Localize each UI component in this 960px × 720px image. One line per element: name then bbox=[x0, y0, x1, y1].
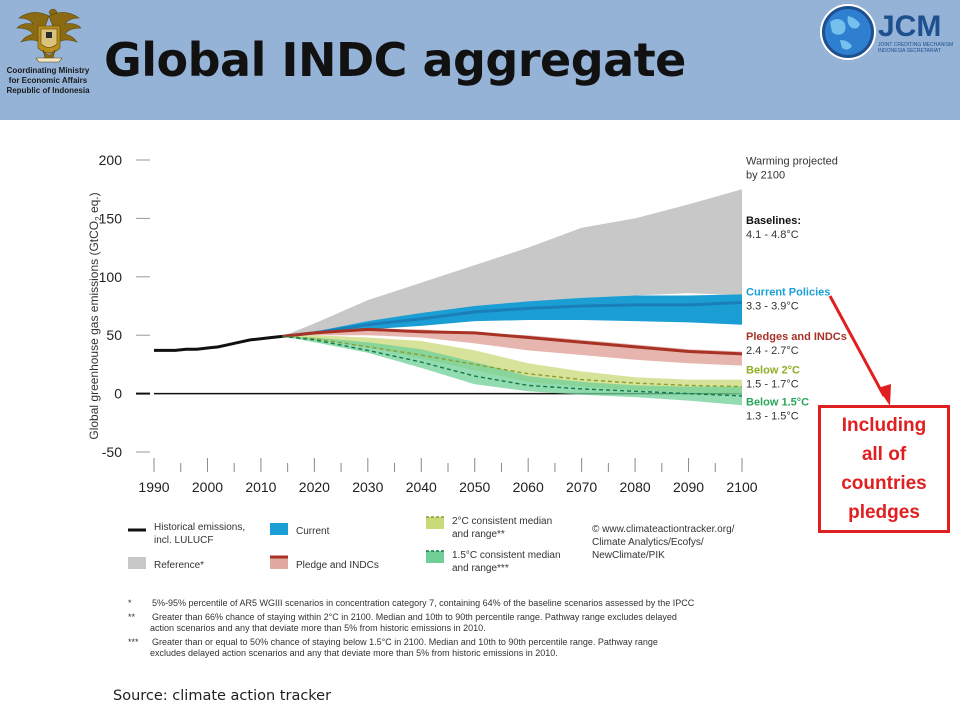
x-tick-label: 2000 bbox=[192, 479, 223, 495]
line-below2_median bbox=[282, 335, 743, 388]
legend-swatch bbox=[270, 557, 288, 569]
legend-swatch bbox=[270, 523, 288, 535]
y-tick-label: 150 bbox=[99, 210, 123, 226]
jcm-logo-subtitle: INDONESIA SECRETARIAT bbox=[878, 48, 941, 54]
x-tick-label: 2070 bbox=[566, 479, 597, 495]
right-label-range: by 2100 bbox=[746, 170, 785, 182]
footnote-marker: * bbox=[128, 598, 132, 608]
x-tick-label: 2090 bbox=[673, 479, 704, 495]
ministry-caption-line: Republic of Indonesia bbox=[6, 86, 90, 95]
footnote-text: 5%-95% percentile of AR5 WGIII scenarios… bbox=[152, 598, 695, 608]
footnote-text: Greater than 66% chance of staying withi… bbox=[152, 612, 677, 622]
right-label-title: Below 2°C bbox=[746, 365, 800, 377]
y-axis-label-part: eq.) bbox=[87, 192, 101, 216]
y-tick-label: 50 bbox=[106, 327, 122, 343]
legend-label: Current bbox=[296, 526, 330, 537]
footnote-text: action scenarios and any that deviate mo… bbox=[150, 623, 486, 633]
band-below15 bbox=[282, 336, 742, 406]
jcm-logo-text: JCM bbox=[878, 10, 941, 43]
credit-text: NewClimate/PIK bbox=[592, 550, 665, 561]
callout-line: all of bbox=[861, 444, 907, 465]
right-label-range: 1.5 - 1.7°C bbox=[746, 379, 799, 391]
legend-label: and range*** bbox=[452, 563, 509, 574]
legend-label: 1.5°C consistent median bbox=[452, 550, 561, 561]
band-pledges bbox=[282, 329, 742, 366]
band-reference bbox=[282, 189, 742, 337]
credit-text: Climate Analytics/Ecofys/ bbox=[592, 537, 704, 548]
callout-arrow-icon bbox=[828, 295, 891, 406]
y-tick-label: -50 bbox=[102, 444, 122, 460]
line-below15_median bbox=[282, 335, 743, 397]
slide-header: Coordinating Ministry for Economic Affai… bbox=[0, 0, 960, 120]
garuda-emblem-icon bbox=[16, 8, 82, 63]
legend-label: 2°C consistent median bbox=[452, 516, 552, 527]
legend-label: Pledge and INDCs bbox=[296, 560, 379, 571]
x-tick-label: 2100 bbox=[726, 479, 757, 495]
footnote-text: excludes delayed action scenarios and an… bbox=[150, 648, 558, 658]
x-tick-label: 2050 bbox=[459, 479, 490, 495]
page-title: Global INDC aggregate bbox=[104, 33, 686, 87]
jcm-logo: JCM JOINT CREDITING MECHANISM INDONESIA … bbox=[820, 4, 953, 60]
x-tick-label: 2080 bbox=[620, 479, 651, 495]
right-label-title: Current Policies bbox=[746, 286, 830, 298]
ministry-caption: Coordinating Ministry for Economic Affai… bbox=[2, 66, 94, 96]
x-tick-label: 2020 bbox=[299, 479, 330, 495]
source-caption: Source: climate action tracker bbox=[113, 688, 332, 704]
callout-line: pledges bbox=[848, 502, 920, 523]
y-axis-label-part: Global greenhouse gas emissions (GtCO bbox=[87, 221, 101, 440]
x-tick-label: 1990 bbox=[138, 479, 169, 495]
x-tick-label: 2010 bbox=[245, 479, 276, 495]
legend-label: incl. LULUCF bbox=[154, 535, 213, 546]
footnote-text: Greater than or equal to 50% chance of s… bbox=[152, 637, 658, 647]
ministry-caption-line: for Economic Affairs bbox=[8, 76, 88, 85]
footnote-marker: ** bbox=[128, 612, 136, 622]
y-tick-label: 100 bbox=[99, 269, 123, 285]
callout-line: Including bbox=[841, 415, 927, 436]
footnote-marker: *** bbox=[128, 637, 139, 647]
line-pledges_median bbox=[282, 327, 743, 356]
callout-text: Including all of countries pledges bbox=[834, 411, 934, 527]
x-tick-label: 2030 bbox=[352, 479, 383, 495]
right-label-range: 3.3 - 3.9°C bbox=[746, 300, 799, 312]
legend-label: Historical emissions, bbox=[154, 522, 245, 533]
right-label-title: Pledges and INDCs bbox=[746, 331, 847, 343]
legend-swatch bbox=[426, 551, 444, 563]
right-label-title: Baselines: bbox=[746, 215, 801, 227]
line-historical bbox=[154, 334, 283, 352]
callout-box: Including all of countries pledges bbox=[818, 405, 950, 533]
right-label-title: Below 1.5°C bbox=[746, 396, 809, 408]
callout-line: countries bbox=[841, 473, 927, 494]
right-label-range: 2.4 - 2.7°C bbox=[746, 345, 799, 357]
y-axis-label: Global greenhouse gas emissions (GtCO2 e… bbox=[87, 192, 103, 439]
legend-swatch bbox=[128, 557, 146, 569]
right-label-range: 4.1 - 4.8°C bbox=[746, 229, 799, 241]
legend-swatch bbox=[426, 517, 444, 529]
credit-text: © www.climateactiontracker.org/ bbox=[592, 524, 735, 535]
legend-label: Reference* bbox=[154, 560, 204, 571]
line-current_median bbox=[282, 300, 743, 338]
ministry-caption-line: Coordinating Ministry bbox=[6, 66, 90, 75]
right-label-title: Warming projected bbox=[746, 156, 838, 168]
right-label-range: 1.3 - 1.5°C bbox=[746, 410, 799, 422]
y-tick-label: 200 bbox=[99, 152, 123, 168]
x-tick-label: 2060 bbox=[513, 479, 544, 495]
y-axis-label-part: 2 bbox=[94, 216, 103, 221]
legend-label: and range** bbox=[452, 529, 505, 540]
y-tick-label: 0 bbox=[114, 386, 122, 402]
x-tick-label: 2040 bbox=[406, 479, 437, 495]
jcm-logo-subtitle: JOINT CREDITING MECHANISM bbox=[878, 42, 953, 48]
